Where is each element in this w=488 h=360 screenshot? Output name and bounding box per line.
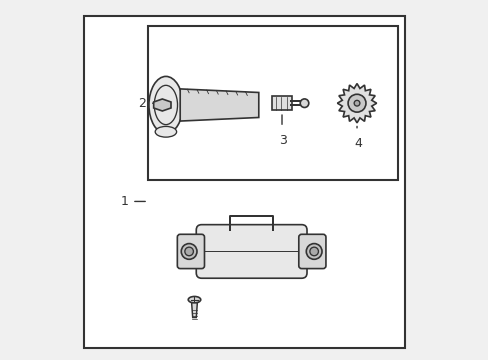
Ellipse shape (188, 296, 201, 303)
Circle shape (300, 99, 308, 108)
Circle shape (305, 244, 322, 259)
FancyBboxPatch shape (148, 26, 397, 180)
Text: 2: 2 (138, 97, 146, 110)
Text: 3: 3 (279, 134, 286, 147)
Circle shape (181, 244, 197, 259)
Circle shape (184, 247, 193, 256)
Ellipse shape (155, 126, 176, 137)
Text: 1: 1 (120, 195, 128, 208)
FancyBboxPatch shape (196, 225, 306, 278)
Ellipse shape (149, 76, 183, 134)
FancyBboxPatch shape (177, 234, 204, 269)
FancyBboxPatch shape (298, 234, 325, 269)
Polygon shape (337, 84, 376, 123)
Text: 4: 4 (353, 137, 361, 150)
Polygon shape (153, 99, 171, 111)
FancyBboxPatch shape (83, 16, 405, 348)
Circle shape (347, 94, 365, 112)
Polygon shape (180, 89, 258, 121)
FancyBboxPatch shape (272, 96, 291, 111)
Ellipse shape (154, 85, 177, 125)
Polygon shape (191, 303, 197, 318)
Circle shape (309, 247, 318, 256)
Circle shape (353, 100, 359, 106)
